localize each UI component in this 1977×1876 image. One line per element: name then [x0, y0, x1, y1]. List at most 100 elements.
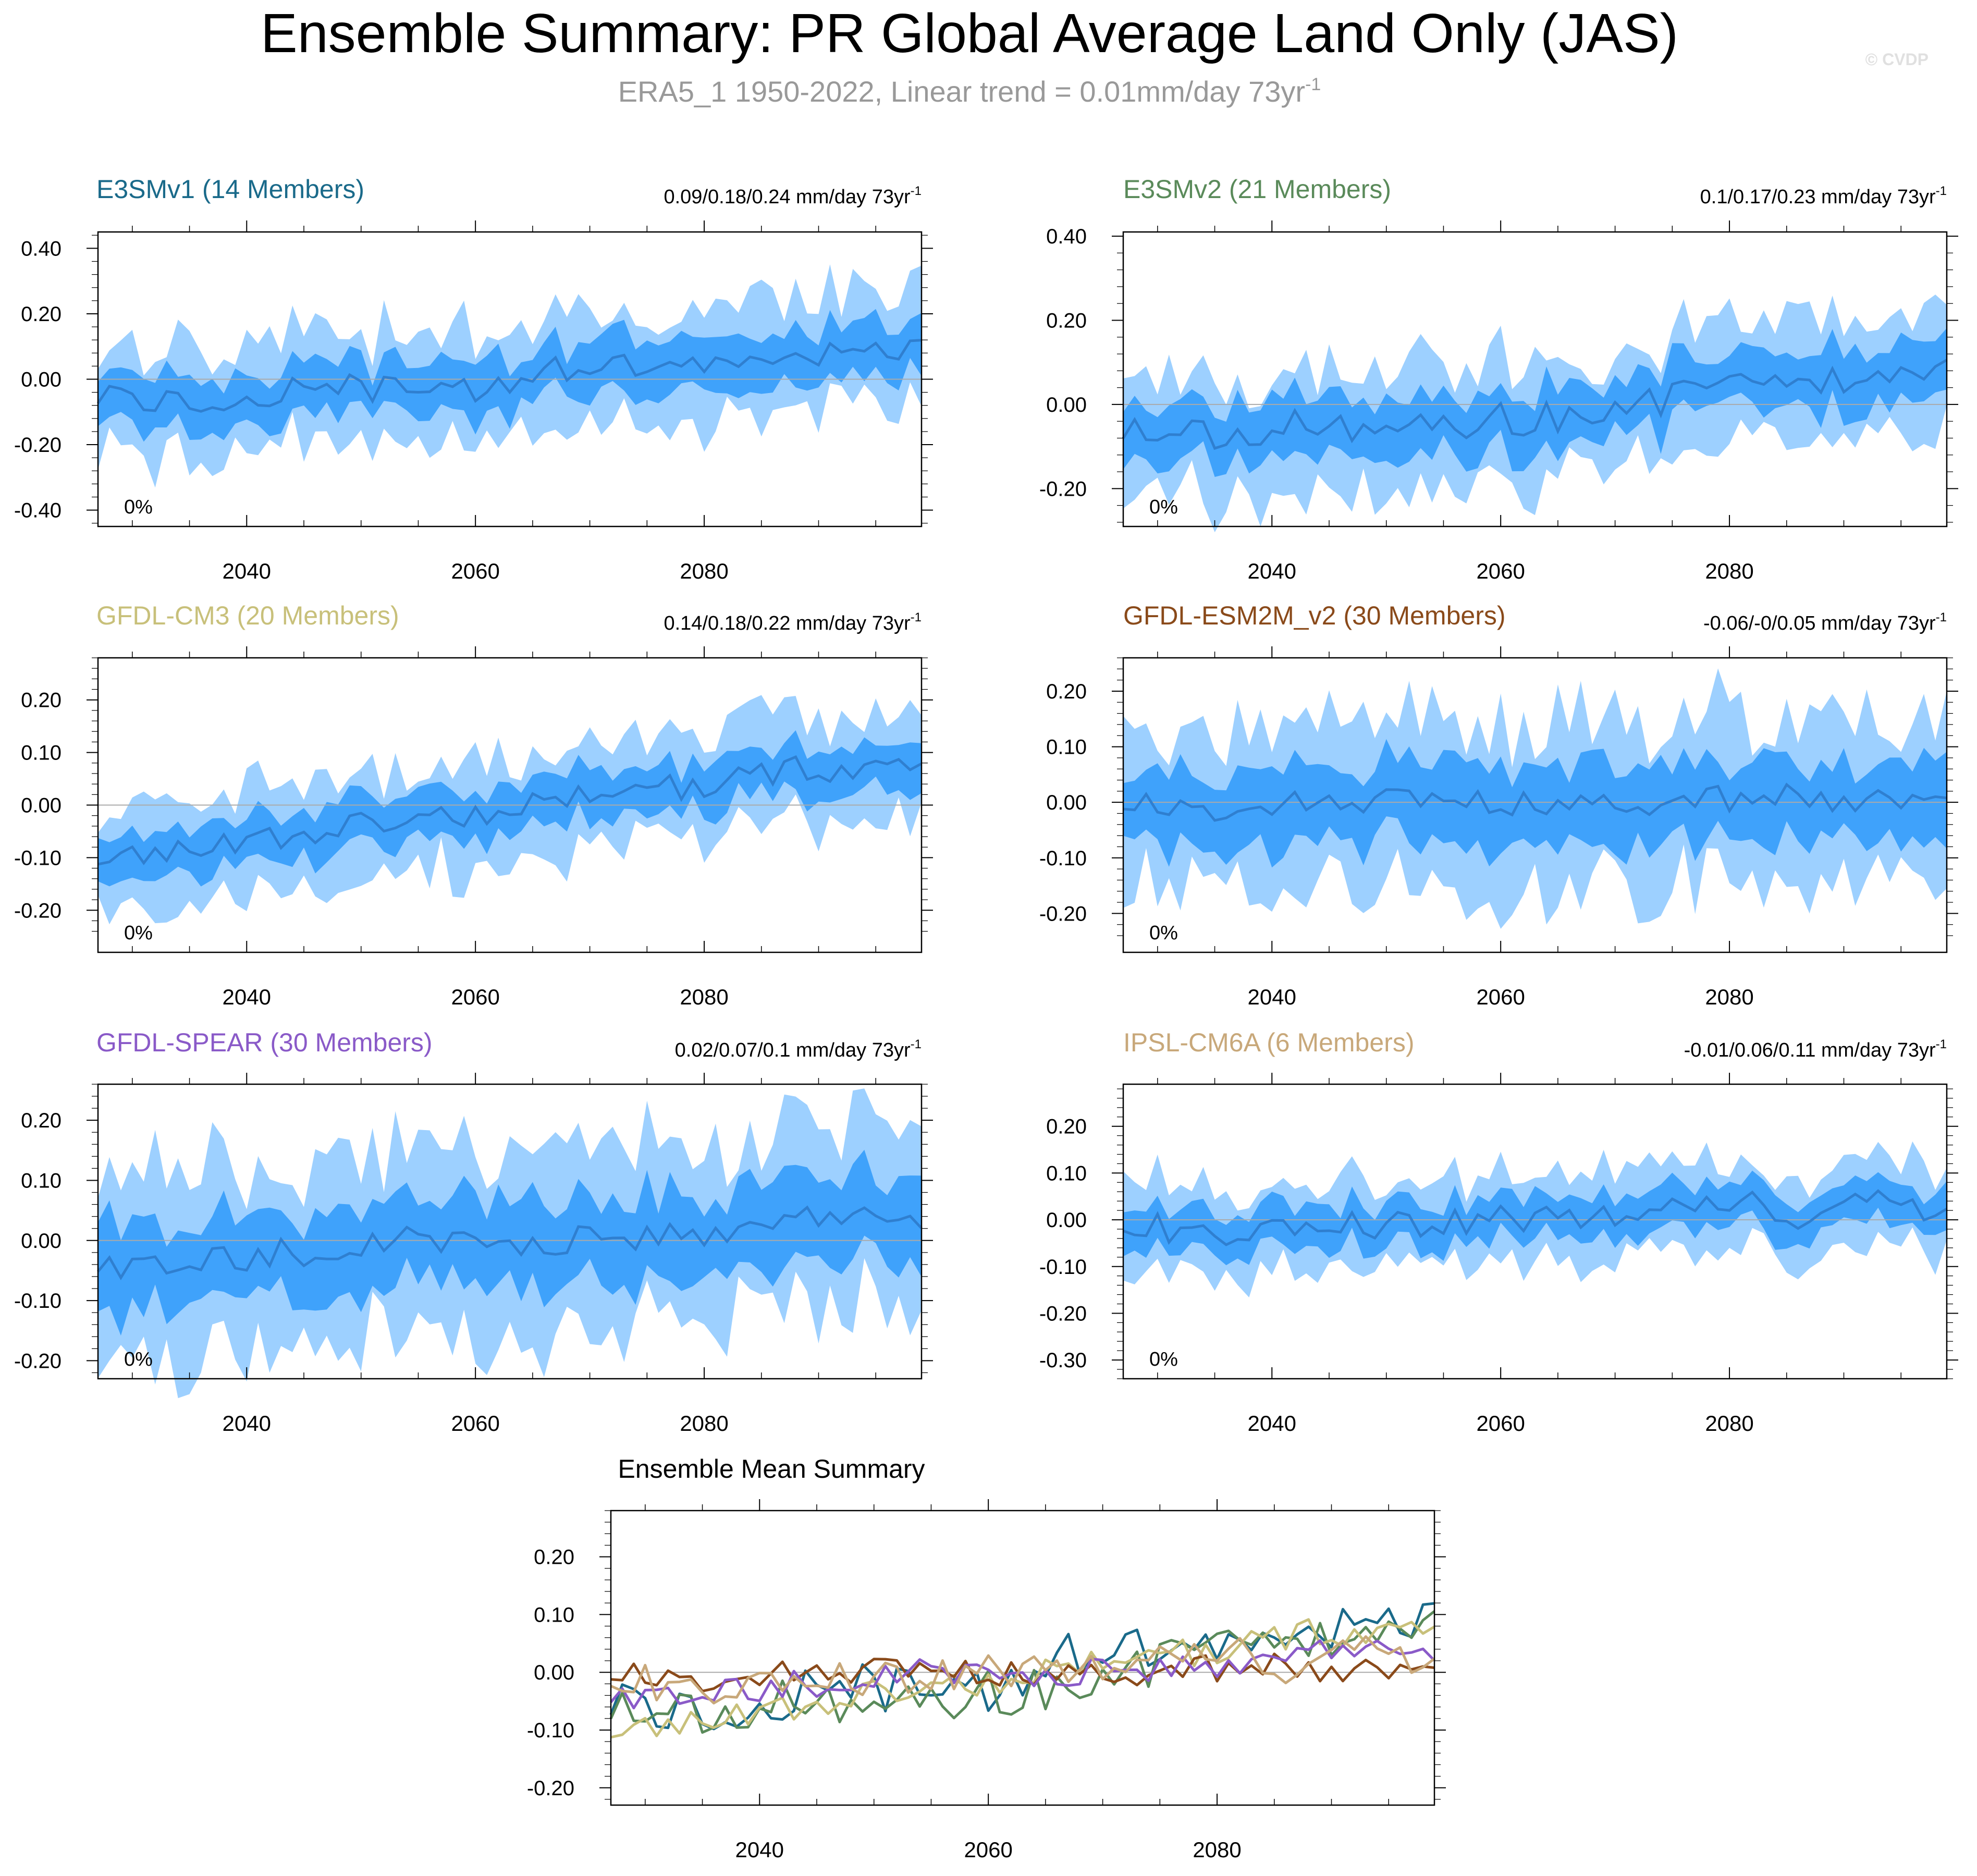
x-tick-label: 2040 [735, 1837, 784, 1862]
y-tick-label: 0.00 [21, 369, 62, 391]
y-tick-label: 0.20 [21, 1109, 62, 1132]
panel-title: GFDL-ESM2M_v2 (30 Members) [1123, 601, 1506, 630]
y-tick-label: -0.10 [1039, 1256, 1087, 1279]
percent-label: 0% [124, 1348, 153, 1370]
panel-title: GFDL-SPEAR (30 Members) [96, 1028, 433, 1057]
trend-sup: -1 [1936, 1037, 1947, 1051]
y-tick-label: 0.00 [21, 1230, 62, 1253]
percent-label: 0% [1149, 1348, 1178, 1370]
plot-frame [610, 1510, 1435, 1806]
y-tick-label: 0.00 [21, 794, 62, 817]
inner-spread-band [1123, 1170, 1947, 1266]
ensemble-mean-line [96, 339, 922, 413]
y-tick-label: 0.10 [21, 1169, 62, 1192]
trend-label: -0.01/0.06/0.11 mm/day 73yr-1 [1684, 1037, 1947, 1061]
trend-label: 0.14/0.18/0.22 mm/day 73yr-1 [664, 610, 922, 634]
x-tick-label: 2060 [1476, 559, 1525, 583]
x-tick-label: 2040 [223, 985, 271, 1009]
plot-frame [1122, 657, 1948, 953]
trend-label: 0.09/0.18/0.24 mm/day 73yr-1 [664, 184, 922, 208]
y-tick-label: 0.40 [21, 237, 62, 260]
trend-sup: -1 [1936, 184, 1947, 198]
x-tick-label: 2060 [451, 1411, 499, 1436]
x-tick-label: 2080 [1193, 1837, 1241, 1862]
y-tick-label: 0.10 [1046, 1162, 1087, 1185]
y-tick-label: -0.10 [527, 1719, 574, 1742]
y-tick-label: 0.20 [534, 1546, 574, 1569]
y-tick-label: -0.20 [14, 1350, 62, 1372]
x-tick-label: 2060 [451, 559, 499, 583]
ensemble-mean-line [1122, 359, 1948, 450]
ensemble-panel-1: 2040 2060 2080 0.40 0.20 0.00 -0.20 E3SMv2 (21 … [1039, 175, 1958, 583]
trend-text: 0.02/0.07/0.1 mm/day 73yr [675, 1039, 911, 1061]
trend-text: 0.09/0.18/0.24 mm/day 73yr [664, 186, 911, 208]
plot-frame [97, 1083, 923, 1380]
x-tick-label: 2060 [451, 985, 499, 1009]
y-tick-label: 0.20 [1046, 680, 1087, 703]
trend-sup: -1 [911, 610, 922, 624]
percent-label: 0% [124, 922, 153, 944]
y-tick-label: -0.40 [14, 499, 62, 522]
x-tick-label: 2080 [1705, 559, 1753, 583]
panel-title: E3SMv1 (14 Members) [96, 175, 364, 204]
x-tick-label: 2080 [680, 985, 728, 1009]
x-tick-label: 2040 [223, 559, 271, 583]
panel-title: IPSL-CM6A (6 Members) [1123, 1028, 1414, 1057]
percent-label: 0% [1149, 496, 1178, 518]
y-tick-label: 0.20 [1046, 1115, 1087, 1138]
y-tick-label: 0.20 [21, 303, 62, 326]
ensemble-panel-4: 2040 2060 2080 0.20 0.10 0.00 -0.10 -0.20 GFDL-S… [14, 1028, 933, 1436]
y-tick-label: -0.20 [1039, 477, 1087, 500]
ensemble-panel-0: 2040 2060 2080 0.40 0.20 0.00 -0.20 -0.40 E3SMv1… [14, 175, 933, 583]
y-tick-label: 0.10 [1046, 736, 1087, 759]
inner-spread-band [98, 730, 922, 887]
ensemble-mean-line [1123, 1189, 1948, 1246]
trend-label: -0.06/-0/0.05 mm/day 73yr-1 [1703, 610, 1947, 634]
y-tick-label: -0.20 [14, 899, 62, 922]
percent-label: 0% [124, 496, 153, 518]
figure-title: Ensemble Summary: PR Global Average Land… [261, 3, 1678, 64]
y-tick-label: 0.20 [1046, 310, 1087, 333]
ensemble-mean-summary-panel: 2040 2060 2080 0.20 0.10 0.00 -0.10 -0.20 Ensemb… [527, 1454, 1446, 1862]
x-tick-label: 2080 [680, 559, 728, 583]
subtitle-text: ERA5_1 1950-2022, Linear trend = 0.01mm/… [618, 75, 1305, 108]
y-tick-label: 0.00 [1046, 1209, 1087, 1232]
figure-subtitle: ERA5_1 1950-2022, Linear trend = 0.01mm/… [618, 75, 1321, 108]
panels: 2040 2060 2080 0.40 0.20 0.00 -0.20 -0.40 E3SMv1… [14, 175, 1958, 1862]
y-tick-label: -0.10 [14, 847, 62, 869]
x-tick-label: 2040 [1248, 1411, 1296, 1436]
summary-line-5 [610, 1635, 1435, 1705]
inner-spread-band [98, 309, 922, 442]
plot-frame [1122, 1083, 1948, 1380]
y-tick-label: -0.20 [1039, 902, 1087, 925]
outer-spread-band [98, 264, 922, 488]
trend-text: -0.06/-0/0.05 mm/day 73yr [1703, 612, 1936, 634]
trend-sup: -1 [911, 184, 922, 198]
ensemble-panel-5: 2040 2060 2080 0.20 0.10 0.00 -0.10 -0.20 -0.30 I… [1039, 1028, 1958, 1436]
x-tick-label: 2080 [680, 1411, 728, 1436]
x-tick-label: 2040 [1248, 985, 1296, 1009]
percent-label: 0% [1149, 922, 1178, 944]
y-tick-label: 0.00 [1046, 791, 1087, 814]
x-tick-label: 2040 [223, 1411, 271, 1436]
inner-spread-band [1123, 328, 1947, 477]
summary-title: Ensemble Mean Summary [618, 1454, 925, 1483]
trend-label: 0.1/0.17/0.23 mm/day 73yr-1 [1700, 184, 1947, 208]
ensemble-panel-2: 2040 2060 2080 0.20 0.10 0.00 -0.10 -0.20 GFDL-C… [14, 601, 933, 1009]
y-tick-label: 0.10 [21, 742, 62, 765]
trend-sup: -1 [911, 1037, 922, 1051]
ensemble-mean-line [1123, 782, 1947, 822]
trend-text: 0.1/0.17/0.23 mm/day 73yr [1700, 186, 1936, 208]
trend-sup: -1 [1936, 610, 1947, 624]
y-tick-label: -0.10 [1039, 847, 1087, 870]
summary-line-0 [609, 1602, 1435, 1731]
y-tick-label: 0.00 [534, 1661, 574, 1684]
x-tick-label: 2040 [1248, 559, 1296, 583]
x-tick-label: 2060 [964, 1837, 1012, 1862]
y-tick-label: 0.00 [1046, 394, 1087, 416]
x-tick-label: 2060 [1476, 985, 1525, 1009]
watermark: © CVDP [1865, 50, 1929, 69]
y-tick-label: -0.10 [14, 1290, 62, 1313]
inner-spread-band [1123, 739, 1947, 868]
